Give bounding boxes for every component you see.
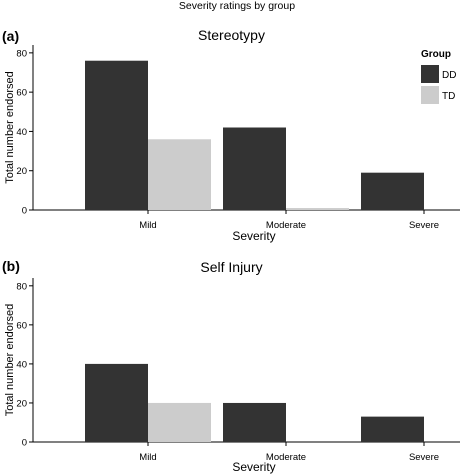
y-tick-label: 60 [16,88,27,99]
y-tick-label: 60 [16,320,27,331]
x-tick-label: Severe [409,452,439,463]
y-tick-label: 40 [16,127,27,138]
bar-td-moderate [286,208,349,210]
bar-td-mild [148,139,211,210]
panel-label: (a) [2,28,19,44]
x-tick-label: Moderate [266,452,306,463]
y-tick-label: 20 [16,166,27,177]
panel-label: (b) [2,258,20,274]
y-tick-label: 20 [16,398,27,409]
y-axis-title: Total number endorsed [4,71,16,184]
panel-title: Stereotypy [198,27,265,43]
y-tick-label: 80 [16,281,27,292]
y-axis-title: Total number endorsed [4,304,16,417]
bar-dd-mild [85,363,148,442]
bar-dd-severe [361,172,424,210]
bar-dd-moderate [223,402,286,442]
x-tick-label: Mild [139,220,156,231]
x-tick-label: Mild [139,452,156,463]
x-tick-label: Severe [409,220,439,231]
y-tick-label: 80 [16,48,27,59]
figure-title: Severity ratings by group [178,0,296,12]
bar-dd-mild [85,60,148,210]
legend-swatch-dd [421,65,439,83]
y-tick-label: 40 [16,359,27,370]
legend-label-dd: DD [442,70,456,81]
legend-title: Group [421,49,451,60]
bar-td-mild [148,402,211,442]
x-axis-title: Severity [232,229,275,243]
y-tick-label: 0 [22,438,27,449]
x-axis-title: Severity [232,460,275,474]
panel-title: Self Injury [200,259,262,275]
x-tick-label: Moderate [266,220,306,231]
bar-dd-moderate [223,127,286,210]
legend-label-td: TD [442,91,455,102]
y-tick-label: 0 [22,206,27,217]
legend-swatch-td [421,86,439,104]
bar-dd-severe [361,416,424,442]
